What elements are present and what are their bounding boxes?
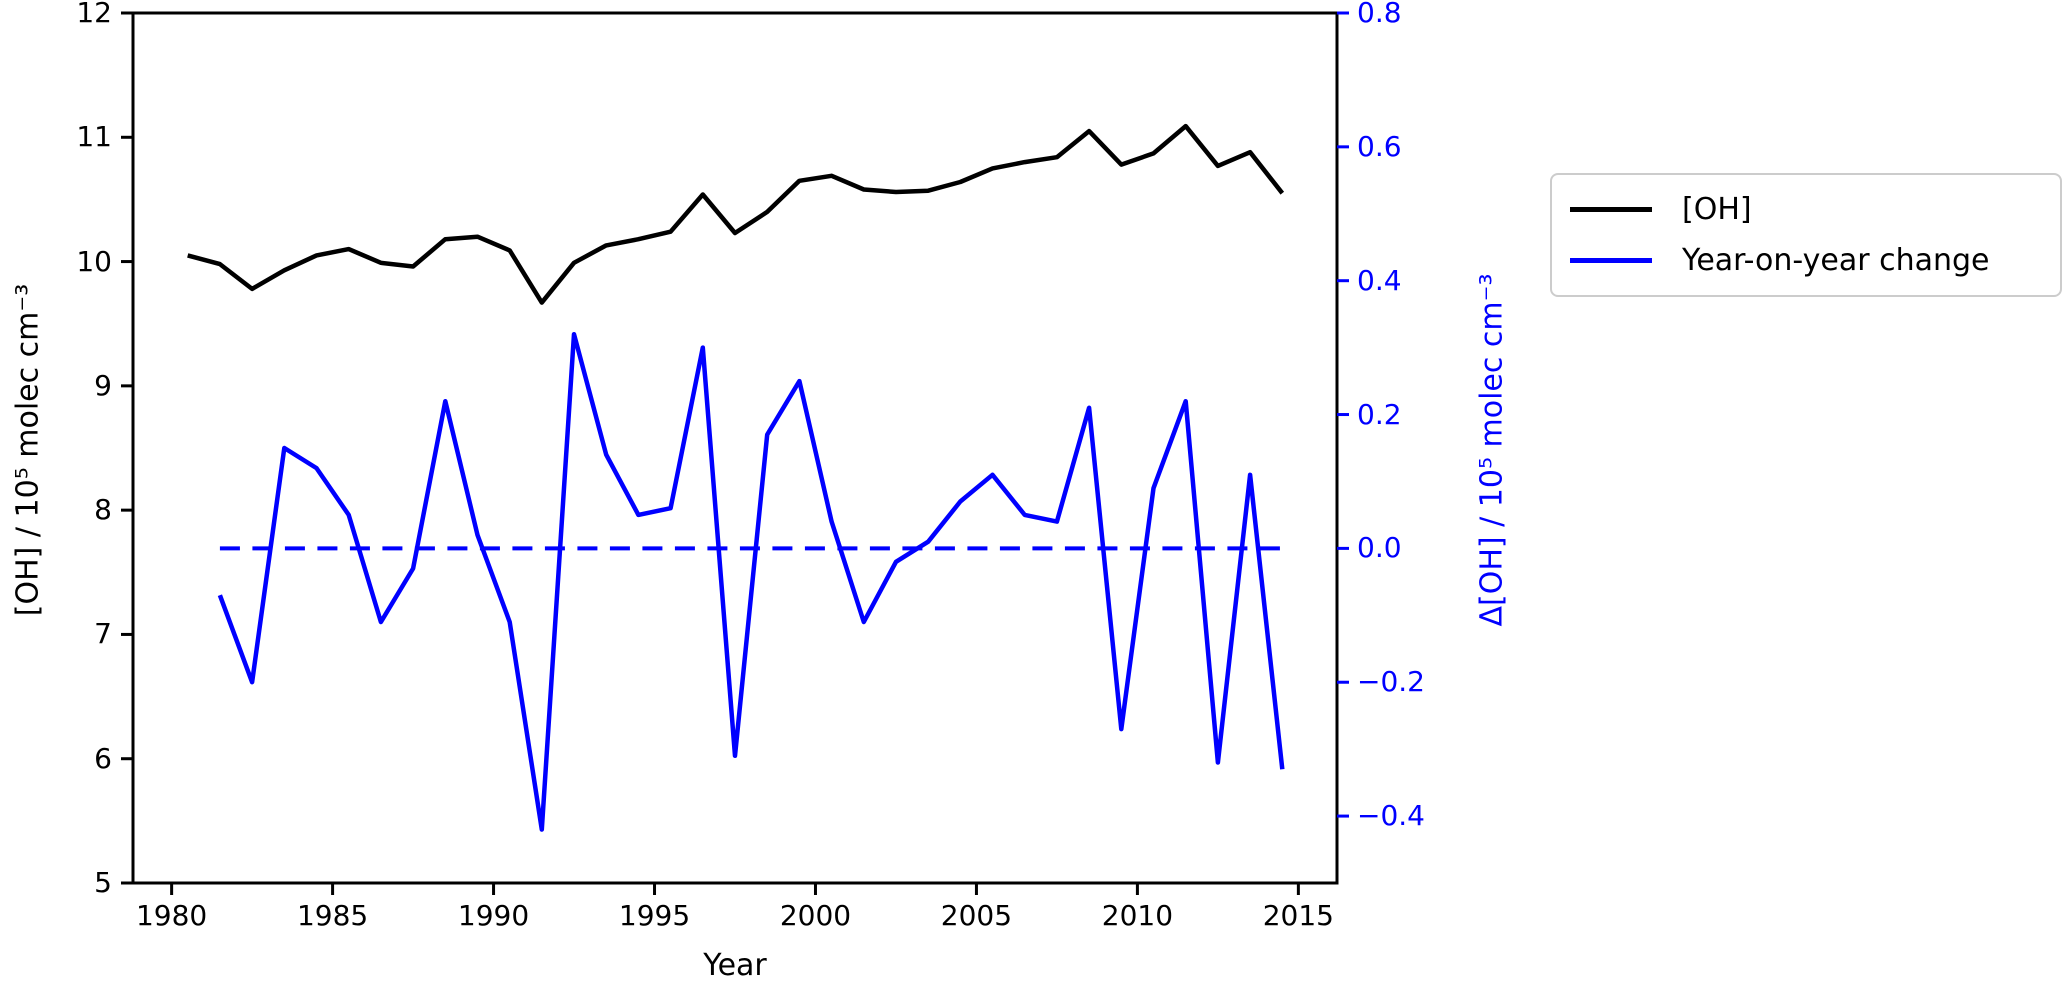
legend: [OH] Year-on-year change [1550, 173, 2062, 297]
y-right-tick-label: 0.8 [1357, 0, 1402, 29]
y-right-tick-label: 0.6 [1357, 129, 1402, 163]
y-right-tick-label: 0.0 [1357, 531, 1402, 565]
x-tick-label: 1995 [618, 899, 691, 932]
y-left-tick-label: 12 [76, 0, 112, 29]
oh-line [187, 123, 1285, 305]
legend-label: [OH] [1682, 192, 1752, 227]
axes-spines [131, 11, 1339, 885]
y-right-tick-label: 0.2 [1357, 397, 1402, 431]
y-left-tick-label: 7 [94, 617, 112, 651]
y-right-tick-label: −0.2 [1357, 665, 1425, 699]
legend-entry-yoy: Year-on-year change [1570, 243, 2042, 278]
yoy-line-sample [1570, 258, 1652, 263]
legend-label: Year-on-year change [1682, 243, 1990, 278]
x-tick-label: 1980 [135, 899, 208, 932]
legend-entry-oh: [OH] [1570, 192, 2042, 227]
oh-line-sample [1570, 207, 1652, 212]
x-axis-label: Year [703, 948, 767, 983]
y-left-tick-label: 10 [76, 244, 112, 278]
y-right-tick-label: −0.4 [1357, 799, 1425, 833]
y-left-tick-label: 11 [76, 120, 112, 154]
x-tick-label: 2010 [1101, 899, 1174, 932]
y-right-tick-label: 0.4 [1357, 263, 1402, 297]
y-left-tick-label: 8 [94, 493, 112, 527]
y-axis-label-left: [OH] / 10⁵ molec cm⁻³ [10, 283, 46, 617]
x-tick-label: 2005 [940, 899, 1013, 932]
x-tick-label: 1990 [457, 899, 530, 932]
x-tick-label: 1985 [296, 899, 369, 932]
y-left-tick-label: 6 [94, 741, 112, 775]
y-left-tick-label: 9 [94, 368, 112, 402]
y-axis-label-right: Δ[OH] / 10⁵ molec cm⁻³ [1474, 273, 1510, 627]
x-tick-label: 2000 [779, 899, 852, 932]
yoy-change-line [217, 331, 1285, 832]
y-left-tick-label: 5 [94, 866, 112, 899]
x-tick-label: 2015 [1262, 899, 1334, 932]
